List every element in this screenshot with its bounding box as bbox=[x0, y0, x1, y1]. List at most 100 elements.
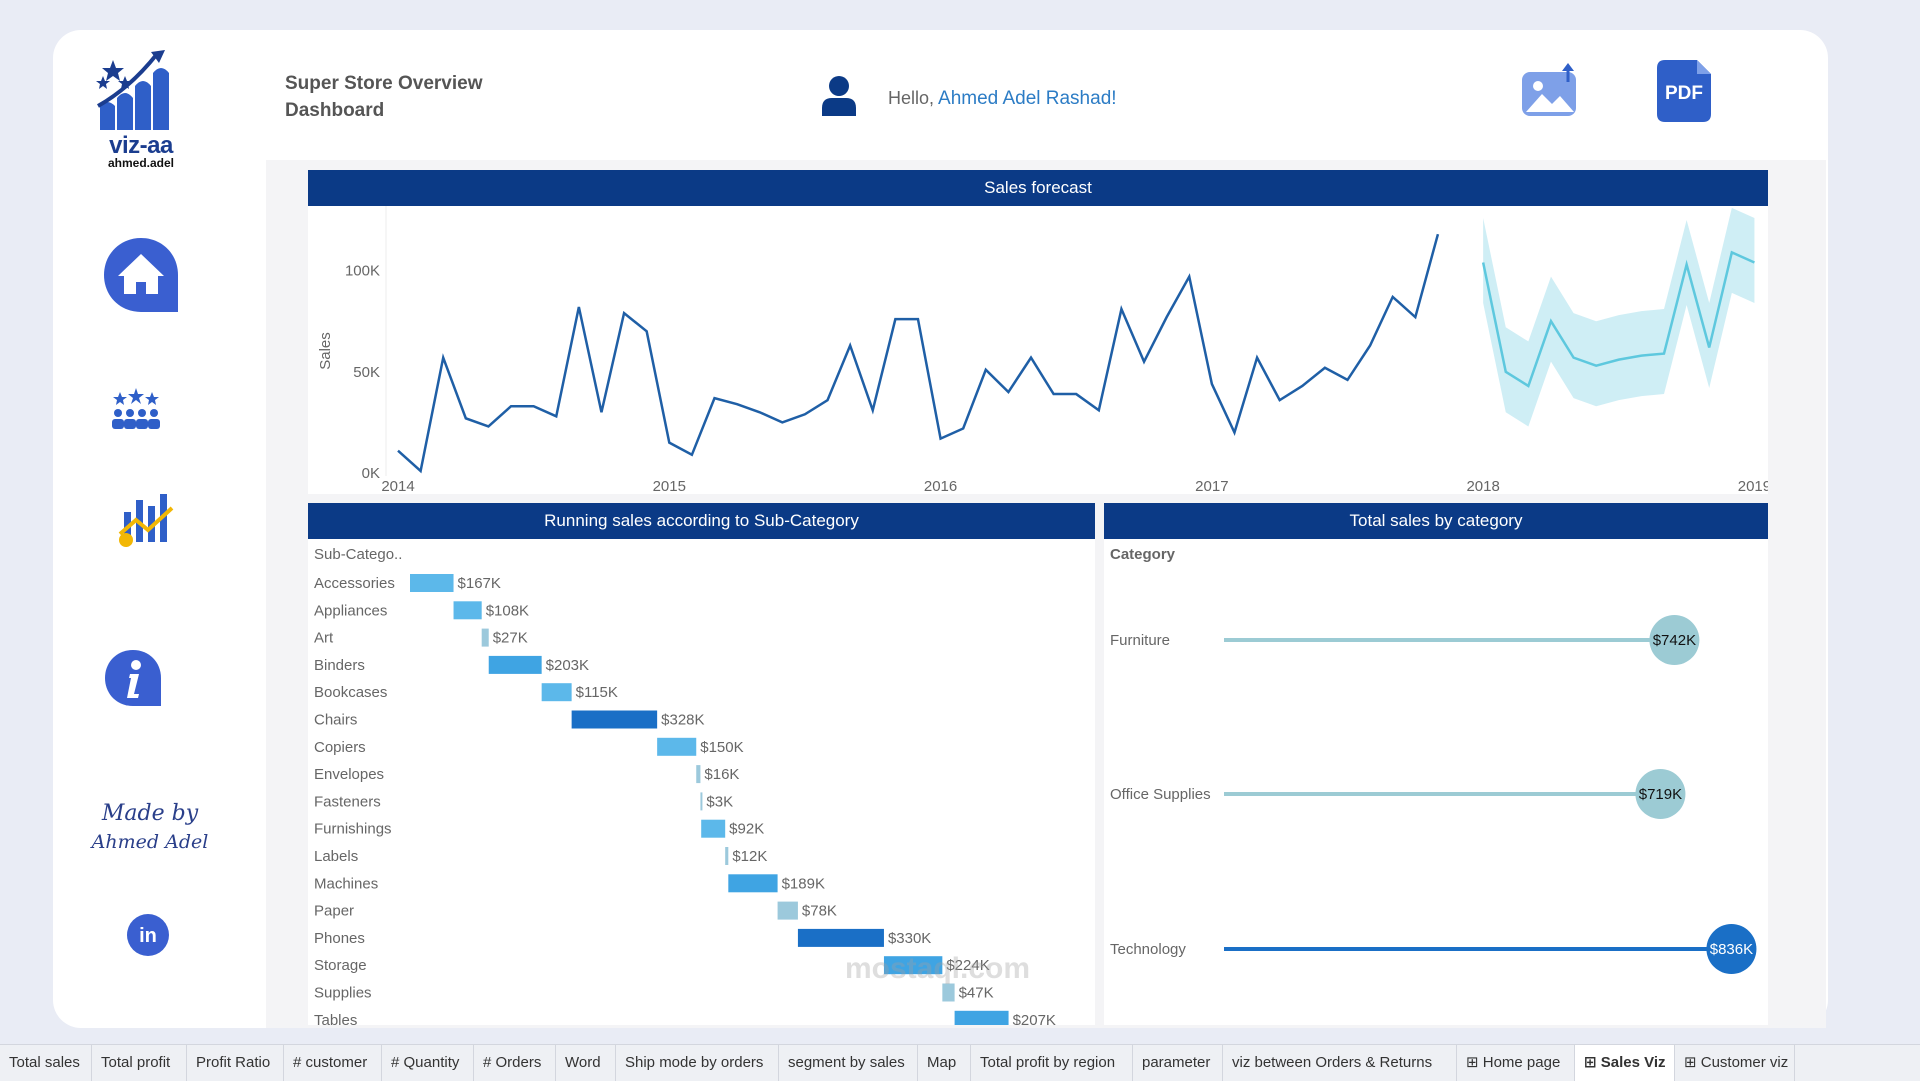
running-sales-bar bbox=[488, 655, 542, 674]
sales-forecast-line bbox=[1481, 250, 1755, 388]
x-tick-label: 2017 bbox=[1195, 478, 1228, 494]
running-sales-bar bbox=[777, 901, 798, 920]
running-sales-value: $203K bbox=[546, 657, 589, 674]
running-sales-bar bbox=[954, 1010, 1009, 1025]
subcategory-label: Storage bbox=[314, 957, 367, 974]
running-sales-bar bbox=[696, 765, 701, 784]
sheet-tab[interactable]: parameter bbox=[1133, 1045, 1223, 1081]
sheet-tab[interactable]: Total profit bbox=[92, 1045, 187, 1081]
sheet-tab[interactable]: Word bbox=[556, 1045, 616, 1081]
running-sales-value: $150K bbox=[700, 739, 743, 756]
running-column-header: Sub-Catego.. bbox=[314, 546, 402, 563]
customers-icon[interactable] bbox=[108, 386, 164, 434]
watermark: mostaql.com bbox=[845, 952, 1031, 985]
category-column-header: Category bbox=[1110, 546, 1176, 563]
forecast-band bbox=[1483, 207, 1755, 427]
sheet-tab[interactable]: Ship mode by orders bbox=[616, 1045, 779, 1081]
x-tick-label: 2015 bbox=[653, 478, 686, 494]
running-sales-value: $3K bbox=[706, 793, 733, 810]
x-tick-label: 2016 bbox=[924, 478, 957, 494]
running-sales-bar bbox=[728, 874, 778, 893]
subcategory-label: Copiers bbox=[314, 739, 366, 756]
subcategory-label: Labels bbox=[314, 848, 358, 865]
running-sales-bar bbox=[797, 928, 884, 947]
x-tick-label: 2018 bbox=[1466, 478, 1499, 494]
sheet-tab[interactable]: ⊞ Sales Viz bbox=[1575, 1045, 1675, 1081]
running-sales-value: $78K bbox=[802, 903, 837, 920]
page-title-line1: Super Store Overview bbox=[285, 73, 483, 94]
sheet-tab[interactable]: Map bbox=[918, 1045, 971, 1081]
x-tick-label: 2014 bbox=[381, 478, 414, 494]
running-sales-chart: Sub-Catego.. Accessories $167K Appliances $1… bbox=[314, 546, 1056, 1025]
y-axis-title: Sales bbox=[317, 332, 334, 370]
sheet-tab[interactable]: Total profit by region bbox=[971, 1045, 1133, 1081]
sales-forecast-panel: Sales forecast Sales 100K 50K 0K 2014 2015 201… bbox=[308, 170, 1768, 494]
running-sales-value: $207K bbox=[1013, 1012, 1056, 1025]
subcategory-label: Phones bbox=[314, 930, 365, 947]
subcategory-label: Appliances bbox=[314, 602, 387, 619]
running-sales-value: $115K bbox=[576, 684, 618, 701]
made-by-line2: Ahmed Adel bbox=[91, 831, 209, 853]
category-value: $742K bbox=[1653, 632, 1696, 649]
user-icon bbox=[822, 76, 856, 116]
subcategory-label: Accessories bbox=[314, 575, 395, 592]
running-sales-value: $167K bbox=[458, 575, 501, 592]
made-by-line1: Made by bbox=[101, 801, 199, 826]
category-label: Furniture bbox=[1110, 632, 1170, 649]
made-by-signature: Made by Ahmed Adel bbox=[90, 800, 210, 856]
subcategory-label: Machines bbox=[314, 875, 378, 892]
sheet-tab[interactable]: # Orders bbox=[474, 1045, 556, 1081]
sheet-tab[interactable]: ⊞ Customer viz bbox=[1675, 1045, 1795, 1081]
running-sales-value: $328K bbox=[661, 712, 704, 729]
sheet-tabs-bar: Total sales Total profit Profit Ratio # cus… bbox=[0, 1044, 1920, 1081]
category-dot bbox=[1649, 615, 1700, 665]
export-pdf-button[interactable]: PDF bbox=[1655, 58, 1713, 124]
category-value: $719K bbox=[1639, 786, 1682, 803]
running-sales-value: $330K bbox=[888, 930, 931, 947]
running-sales-bar bbox=[571, 710, 658, 729]
running-sales-value: $12K bbox=[732, 848, 767, 865]
category-label: Office Supplies bbox=[1110, 786, 1211, 803]
category-value: $836K bbox=[1710, 941, 1753, 958]
running-sales-bar bbox=[700, 792, 703, 811]
sales-chart-icon[interactable] bbox=[114, 490, 180, 552]
info-icon[interactable] bbox=[103, 648, 163, 708]
brand-name: viz-aa bbox=[109, 132, 173, 159]
running-sales-value: $92K bbox=[729, 821, 764, 838]
greeting-text: Hello, bbox=[888, 88, 935, 108]
running-sales-bar bbox=[481, 628, 489, 647]
running-sales-value: $224K bbox=[946, 957, 989, 974]
sheet-tab[interactable]: ⊞ Home page bbox=[1457, 1045, 1575, 1081]
running-sales-bar bbox=[657, 737, 697, 756]
y-tick-label: 0K bbox=[362, 465, 380, 482]
sheet-tab[interactable]: # Quantity bbox=[382, 1045, 474, 1081]
sheet-tab[interactable]: Profit Ratio bbox=[187, 1045, 284, 1081]
category-sales-chart: Category Furniture $742K Office Supplies $71… bbox=[1110, 546, 1757, 974]
running-sales-bar bbox=[701, 819, 726, 838]
sheet-tab[interactable]: viz between Orders & Returns bbox=[1223, 1045, 1457, 1081]
running-sales-title: Running sales according to Sub-Category bbox=[308, 503, 1095, 539]
x-tick-label: 2019 bbox=[1738, 478, 1768, 494]
running-sales-bar bbox=[541, 683, 572, 702]
running-sales-bar bbox=[410, 574, 454, 592]
category-dot bbox=[1635, 769, 1686, 819]
sales-forecast-title: Sales forecast bbox=[308, 170, 1768, 206]
subcategory-label: Binders bbox=[314, 657, 365, 674]
sheet-tab[interactable]: segment by sales bbox=[779, 1045, 918, 1081]
sheet-tab[interactable]: Total sales bbox=[0, 1045, 92, 1081]
category-sales-title: Total sales by category bbox=[1104, 503, 1768, 539]
category-sales-panel: Total sales by category Category Furnitur… bbox=[1104, 503, 1768, 1025]
linkedin-icon[interactable]: in bbox=[127, 914, 169, 956]
sheet-tab[interactable]: # customer bbox=[284, 1045, 382, 1081]
subcategory-label: Bookcases bbox=[314, 684, 387, 701]
y-tick-label: 100K bbox=[345, 263, 380, 280]
subcategory-label: Art bbox=[314, 630, 334, 647]
subcategory-label: Chairs bbox=[314, 712, 357, 729]
subcategory-label: Fasteners bbox=[314, 793, 381, 810]
home-icon[interactable] bbox=[102, 236, 180, 314]
running-sales-bar bbox=[883, 956, 943, 975]
subcategory-label: Paper bbox=[314, 903, 354, 920]
export-image-icon[interactable] bbox=[1520, 62, 1580, 118]
running-sales-bar bbox=[453, 601, 482, 620]
subcategory-label: Supplies bbox=[314, 985, 372, 1002]
